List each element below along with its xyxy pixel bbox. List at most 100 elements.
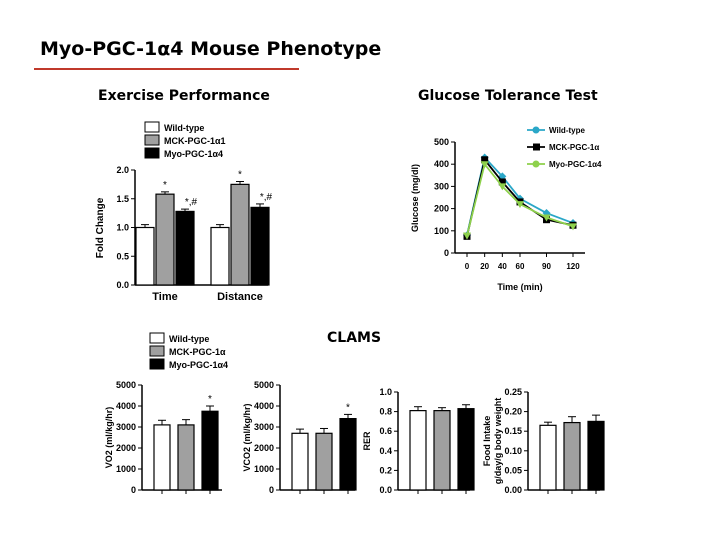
data-label: * bbox=[208, 394, 212, 405]
y-tick-label: 400 bbox=[434, 159, 449, 169]
legend-swatch bbox=[149, 345, 165, 357]
y-tick-label: 5000 bbox=[116, 380, 136, 390]
y-tick-label: 0.20 bbox=[504, 407, 522, 417]
y-tick-label: 0.0 bbox=[116, 280, 129, 290]
y-tick-label: 1.0 bbox=[116, 223, 129, 233]
bar bbox=[315, 432, 333, 491]
slide-title: Myo-PGC-1α4 Mouse Phenotype bbox=[40, 38, 382, 60]
x-tick-label: 90 bbox=[542, 262, 551, 271]
bar bbox=[409, 410, 427, 491]
data-point bbox=[569, 223, 577, 231]
legend-marker bbox=[532, 160, 540, 168]
y-tick-label: 0.05 bbox=[504, 465, 522, 475]
x-tick-label: 20 bbox=[480, 262, 489, 271]
series-line bbox=[466, 162, 574, 236]
legend-label: Wild-type bbox=[169, 334, 209, 344]
bar bbox=[230, 183, 250, 286]
y-tick-label: 0.6 bbox=[379, 426, 392, 436]
exercise-heading: Exercise Performance bbox=[98, 88, 270, 104]
y-tick-label: 0.5 bbox=[116, 251, 129, 261]
bar bbox=[210, 226, 230, 286]
bar bbox=[175, 210, 195, 286]
y-tick-label: 2000 bbox=[116, 443, 136, 453]
y-tick-label: 1000 bbox=[116, 464, 136, 474]
legend-marker bbox=[533, 143, 540, 151]
y-tick-label: 2.0 bbox=[116, 165, 129, 175]
bar bbox=[177, 424, 195, 491]
y-axis-label: VO2 (ml/kg/hr) bbox=[104, 407, 114, 469]
legend-label: Myo-PGC-1α4 bbox=[549, 160, 602, 169]
x-axis-label: Time (min) bbox=[497, 282, 542, 292]
legend-swatch bbox=[149, 358, 165, 370]
data-label: * bbox=[163, 180, 167, 191]
title-underline bbox=[34, 68, 299, 70]
y-axis-label: Glucose (mg/dl) bbox=[410, 164, 420, 232]
bar bbox=[539, 424, 557, 491]
y-axis-label: g/day/g body weight bbox=[493, 398, 503, 485]
legend-swatch bbox=[144, 121, 160, 133]
y-axis-label: VCO2 (ml/kg/hr) bbox=[242, 403, 252, 471]
y-tick-label: 3000 bbox=[254, 422, 274, 432]
data-point bbox=[498, 183, 507, 191]
legend-label: Myo-PGC-1α4 bbox=[164, 149, 223, 159]
data-point bbox=[481, 156, 489, 164]
legend-marker bbox=[532, 126, 540, 134]
y-tick-label: 0 bbox=[269, 485, 274, 495]
bar bbox=[155, 193, 175, 286]
y-axis-label: RER bbox=[362, 431, 372, 451]
y-tick-label: 0.15 bbox=[504, 426, 522, 436]
bar bbox=[201, 410, 219, 491]
legend-label: MCK-PGC-1α bbox=[549, 143, 599, 152]
data-point bbox=[516, 201, 524, 209]
data-label: *,# bbox=[185, 197, 198, 208]
data-label: *,# bbox=[260, 192, 273, 203]
y-tick-label: 4000 bbox=[116, 401, 136, 411]
y-tick-label: 1000 bbox=[254, 464, 274, 474]
legend-swatch bbox=[144, 134, 160, 146]
x-tick-label: Time bbox=[152, 291, 177, 303]
legend-label: Myo-PGC-1α4 bbox=[169, 360, 228, 370]
y-tick-label: 1.5 bbox=[116, 194, 129, 204]
bar bbox=[153, 424, 171, 491]
x-tick-label: 60 bbox=[516, 262, 525, 271]
data-point bbox=[463, 232, 471, 240]
x-tick-label: 0 bbox=[465, 262, 470, 271]
y-tick-label: 300 bbox=[434, 181, 449, 191]
bar bbox=[433, 410, 451, 491]
y-tick-label: 0.4 bbox=[379, 446, 392, 456]
y-tick-label: 0.10 bbox=[504, 446, 522, 456]
bar bbox=[457, 408, 475, 491]
data-label: * bbox=[238, 170, 242, 181]
data-point bbox=[542, 214, 551, 222]
x-tick-label: Distance bbox=[217, 291, 263, 303]
legend-label: MCK-PGC-1α1 bbox=[164, 136, 226, 146]
x-tick-label: 120 bbox=[566, 262, 580, 271]
legend-label: MCK-PGC-1α bbox=[169, 347, 226, 357]
legend-label: Wild-type bbox=[549, 126, 585, 135]
legend-swatch bbox=[144, 147, 160, 159]
y-tick-label: 3000 bbox=[116, 422, 136, 432]
data-label: * bbox=[346, 402, 350, 413]
y-tick-label: 500 bbox=[434, 137, 449, 147]
y-tick-label: 0.25 bbox=[504, 387, 522, 397]
y-tick-label: 0.00 bbox=[504, 485, 522, 495]
y-tick-label: 0.8 bbox=[379, 407, 392, 417]
y-tick-label: 100 bbox=[434, 226, 449, 236]
y-tick-label: 0 bbox=[131, 485, 136, 495]
x-tick-label: 40 bbox=[498, 262, 507, 271]
legend-swatch bbox=[149, 332, 165, 344]
y-tick-label: 0 bbox=[444, 248, 449, 258]
y-tick-label: 200 bbox=[434, 204, 449, 214]
data-point bbox=[498, 178, 506, 186]
y-tick-label: 4000 bbox=[254, 401, 274, 411]
bar bbox=[135, 226, 155, 286]
legend-label: Wild-type bbox=[164, 123, 204, 133]
y-tick-label: 0.0 bbox=[379, 485, 392, 495]
y-axis-label: Food Intake bbox=[482, 416, 492, 467]
gtt-heading: Glucose Tolerance Test bbox=[418, 88, 598, 104]
y-tick-label: 0.2 bbox=[379, 465, 392, 475]
y-tick-label: 1.0 bbox=[379, 387, 392, 397]
data-point bbox=[480, 161, 489, 169]
y-tick-label: 5000 bbox=[254, 380, 274, 390]
